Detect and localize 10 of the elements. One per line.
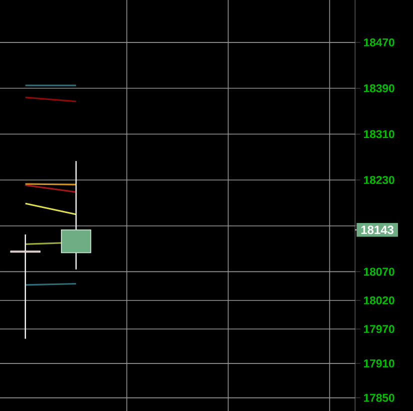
- y-tick-label: 18230: [364, 176, 394, 184]
- y-tick-label: 17970: [364, 325, 394, 334]
- y-tick-label: 18070: [364, 268, 394, 276]
- y-tick-label: 17850: [364, 394, 394, 402]
- y-tick-label: 18310: [364, 130, 394, 138]
- y-tick-label: 18470: [364, 38, 394, 46]
- y-tick-label: 18390: [364, 84, 394, 92]
- annotation: 18143: [361, 226, 394, 234]
- y-tick-label: 17910: [364, 359, 394, 368]
- y-tick-label: 18020: [364, 296, 394, 304]
